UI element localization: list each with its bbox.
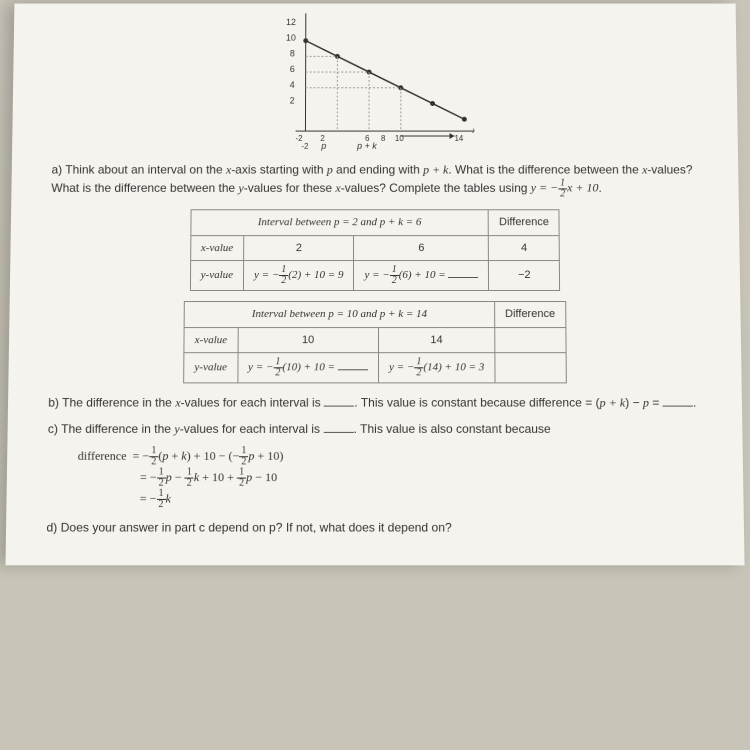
t1-y-label: y-value xyxy=(190,261,244,291)
t1-x-v2: 6 xyxy=(354,235,489,260)
qb-prefix: b) xyxy=(48,395,59,409)
t2-y-diff xyxy=(495,353,566,383)
t2-x-v1: 10 xyxy=(238,327,379,353)
table-2: Interval between p = 10 and p + k = 14 D… xyxy=(183,301,566,383)
t2-header: Interval between p = 10 and p + k = 14 xyxy=(184,302,494,328)
svg-text:p + k: p + k xyxy=(356,141,377,151)
question-d: d) Does your answer in part c depend on … xyxy=(46,518,703,536)
t1-x-v1: 2 xyxy=(244,235,354,260)
t1-header: Interval between p = 2 and p + k = 6 xyxy=(191,210,489,235)
qa-equation: y = −12x + 10 xyxy=(531,181,599,195)
t1-y-diff: −2 xyxy=(489,261,560,291)
t2-y-label: y-value xyxy=(184,353,238,383)
svg-text:8: 8 xyxy=(381,134,386,143)
eq-line-2: = −12p − 12k + 10 + 12p − 10 xyxy=(140,467,703,488)
t2-y-v2: y = −12(14) + 10 = 3 xyxy=(378,353,494,383)
t2-x-diff xyxy=(495,327,566,353)
t2-x-label: x-value xyxy=(184,327,238,353)
svg-text:10: 10 xyxy=(286,33,296,43)
t1-y-v1: y = −12(2) + 10 = 9 xyxy=(243,261,353,291)
svg-text:10: 10 xyxy=(395,134,404,143)
t1-x-label: x-value xyxy=(190,235,243,260)
t2-x-v2: 14 xyxy=(378,327,494,353)
t2-y-v1: y = −12(10) + 10 = xyxy=(237,353,378,383)
t1-y-v2: y = −12(6) + 10 = xyxy=(354,261,489,291)
svg-text:12: 12 xyxy=(286,17,296,27)
svg-text:-2: -2 xyxy=(301,142,309,151)
graph-container: 12 10 8 6 4 2 -2 2 6 8 10 14 xyxy=(52,13,698,150)
qd-prefix: d) xyxy=(46,520,57,534)
qa-prefix: a) xyxy=(51,163,62,177)
eq-line-1: difference = −12(p + k) + 10 − (−12p + 1… xyxy=(78,446,703,467)
svg-text:p: p xyxy=(320,141,326,151)
svg-text:14: 14 xyxy=(454,134,463,143)
t1-diff-label: Difference xyxy=(489,210,560,235)
question-b: b) The difference in the x-values for ea… xyxy=(48,393,702,411)
question-a: a) Think about an interval on the x-axis… xyxy=(51,161,699,200)
qc-prefix: c) xyxy=(48,422,58,436)
svg-text:6: 6 xyxy=(290,64,295,74)
svg-text:x: x xyxy=(471,126,474,135)
t2-diff-label: Difference xyxy=(494,302,565,328)
line-graph: 12 10 8 6 4 2 -2 2 6 8 10 14 xyxy=(276,13,475,150)
table-1: Interval between p = 2 and p + k = 6 Dif… xyxy=(190,209,561,291)
svg-text:4: 4 xyxy=(290,80,295,90)
svg-text:2: 2 xyxy=(290,96,295,106)
svg-text:8: 8 xyxy=(290,48,295,58)
equation-block: difference = −12(p + k) + 10 − (−12p + 1… xyxy=(77,446,703,510)
question-c: c) The difference in the y-values for ea… xyxy=(48,420,702,438)
worksheet-page: 12 10 8 6 4 2 -2 2 6 8 10 14 xyxy=(5,4,744,566)
eq-line-3: = −12k xyxy=(140,489,704,510)
t1-x-diff: 4 xyxy=(489,235,560,260)
